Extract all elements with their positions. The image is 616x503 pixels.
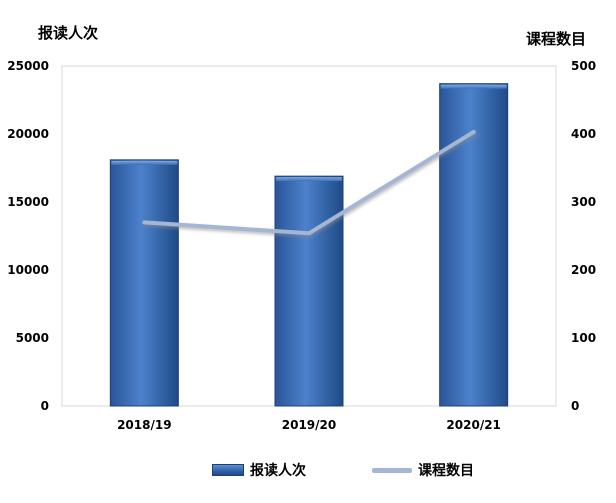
- x-tick-labels: 2018/19 2019/20 2020/21: [117, 418, 501, 432]
- bar-top-highlight: [440, 84, 507, 89]
- y-right-tick-labels: 0 100 200 300 400 500: [571, 59, 596, 413]
- x-tick-label: 2018/19: [117, 418, 171, 432]
- y-right-tick-label: 300: [571, 195, 596, 209]
- y-left-tick-label: 20000: [7, 127, 49, 141]
- y-right-axis-title: 课程数目: [526, 30, 587, 48]
- x-tick-label: 2019/20: [282, 418, 336, 432]
- x-tick-label: 2020/21: [446, 418, 500, 432]
- y-left-axis-title: 报读人次: [38, 24, 99, 42]
- y-right-tick-label: 500: [571, 59, 596, 73]
- y-left-tick-labels: 0 5000 10000 15000 20000 25000: [7, 59, 49, 413]
- legend-bar-swatch: [212, 464, 244, 476]
- y-left-tick-label: 5000: [16, 331, 49, 345]
- bar: [439, 83, 509, 407]
- y-left-tick-label: 15000: [7, 195, 49, 209]
- y-right-tick-label: 200: [571, 263, 596, 277]
- legend: 报读人次 课程数目: [0, 458, 616, 482]
- y-left-tick-label: 25000: [7, 59, 49, 73]
- legend-line-swatch: [372, 467, 412, 473]
- bar-series: [109, 83, 509, 407]
- y-left-tick-label: 10000: [7, 263, 49, 277]
- legend-item-line: 课程数目: [372, 458, 474, 482]
- y-right-tick-label: 400: [571, 127, 596, 141]
- y-right-tick-label: 0: [571, 399, 579, 413]
- bar-top-highlight: [276, 177, 342, 182]
- bar: [109, 159, 179, 407]
- bar: [274, 175, 344, 407]
- y-right-tick-label: 100: [571, 331, 596, 345]
- line-path: [142, 129, 476, 236]
- legend-item-bar: 报读人次: [212, 458, 306, 482]
- bar-top-highlight: [111, 160, 178, 165]
- line-series: [142, 129, 476, 236]
- legend-label-line: 课程数目: [418, 463, 474, 479]
- legend-label-bar: 报读人次: [250, 463, 306, 479]
- y-left-tick-label: 0: [41, 399, 49, 413]
